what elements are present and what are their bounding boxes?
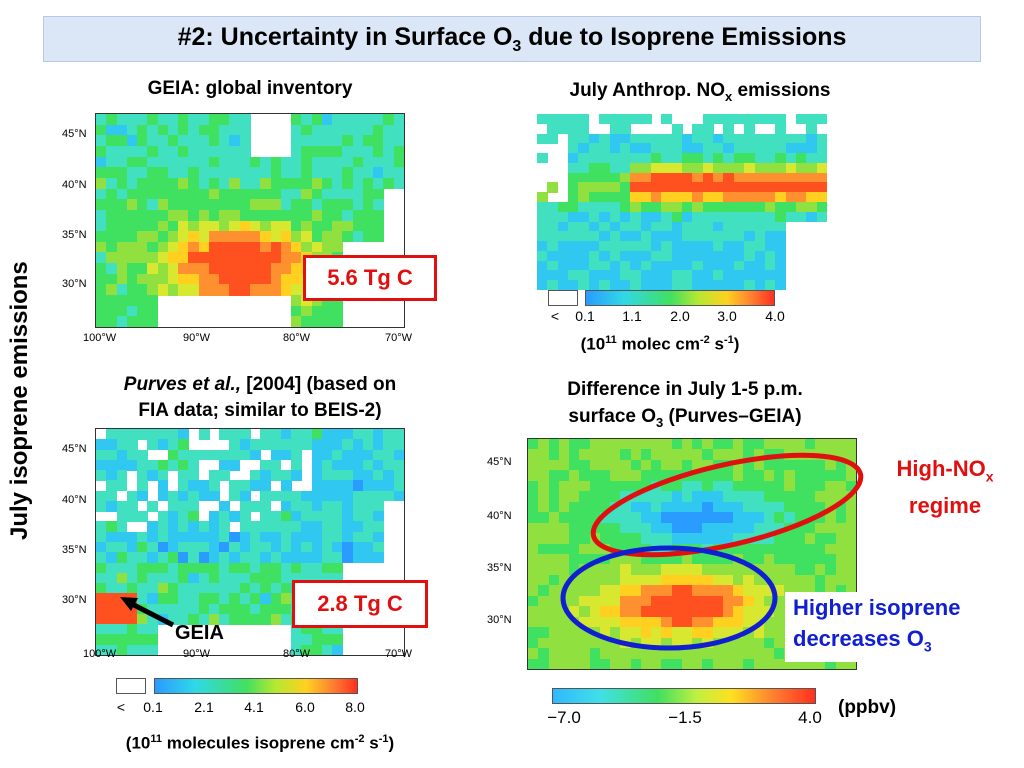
isoprene-cbar-blank [116, 678, 146, 694]
geia-lon-70: 70°W [385, 332, 413, 344]
geia-caption: GEIA: global inventory [147, 78, 353, 99]
isoprene-colorbar [154, 678, 358, 694]
geia-total-box: 5.6 Tg C [303, 255, 437, 301]
purves-lon-90: 90°W [183, 648, 211, 660]
diff-lat-35: 35°N [487, 562, 512, 574]
purves-lat-35: 35°N [62, 544, 87, 556]
higher-isoprene-label: Higher isoprene decreases O3 [785, 592, 1024, 663]
purves-caption: Purves et al., [2004] (based on FIA data… [123, 374, 397, 421]
higher-isoprene-ellipse [560, 545, 778, 651]
diff-tick-2: 4.0 [798, 708, 822, 727]
isoprene-cbar-ticks: < 0.1 2.1 4.1 6.0 8.0 [0, 699, 1024, 719]
diff-cbar-ticks: −7.0 −1.5 4.0 [0, 708, 1024, 730]
geia-lat-40: 40°N [62, 179, 87, 191]
isoprene-tick-1: 2.1 [194, 699, 214, 715]
nox-caption: July Anthrop. NOx emissions [569, 80, 831, 104]
nox-map [537, 114, 827, 290]
nox-tick-lt: < [550, 308, 560, 324]
geia-lat-35: 35°N [62, 229, 87, 241]
nox-tick-3: 3.0 [717, 308, 737, 324]
nox-cbar-ticks: < 0.1 1.1 2.0 3.0 4.0 [0, 308, 1024, 328]
isoprene-tick-3: 6.0 [295, 699, 315, 715]
nox-tick-1: 1.1 [622, 308, 642, 324]
geia-lon-90: 90°W [183, 332, 211, 344]
purves-lon-80: 80°W [283, 648, 311, 660]
isoprene-tick-2: 4.1 [244, 699, 264, 715]
isoprene-tick-0: 0.1 [143, 699, 163, 715]
nox-cbar-blank [548, 290, 578, 306]
purves-lat-40: 40°N [62, 494, 87, 506]
geia-lon-100: 100°W [83, 332, 117, 344]
geia-lon-80: 80°W [283, 332, 311, 344]
purves-lon-70: 70°W [385, 648, 413, 660]
nox-colorbar [585, 290, 775, 306]
diff-lat-45: 45°N [487, 456, 512, 468]
purves-lon-100: 100°W [83, 648, 117, 660]
nox-units: (1011 molec cm-2 s-1) [580, 334, 740, 354]
high-nox-label: High-NOx regime [896, 456, 994, 519]
purves-lat-30: 30°N [62, 594, 87, 606]
diff-tick-0: −7.0 [547, 708, 581, 727]
nox-tick-0: 0.1 [575, 308, 595, 324]
purves-caption-italic: Purves et al., [123, 374, 241, 395]
geia-arrow-label: GEIA [175, 622, 224, 644]
high-nox-ellipse [590, 452, 864, 558]
title-bar: #2: Uncertainty in Surface O3 due to Iso… [43, 16, 981, 62]
isoprene-units: (1011 molecules isoprene cm-2 s-1) [125, 733, 395, 753]
diff-lat-30: 30°N [487, 614, 512, 626]
diff-caption: Difference in July 1-5 p.m. surface O3 (… [567, 379, 803, 430]
geia-arrow [120, 597, 175, 628]
purves-map [95, 428, 405, 656]
nox-tick-2: 2.0 [670, 308, 690, 324]
diff-colorbar [552, 688, 816, 704]
diff-lat-40: 40°N [487, 510, 512, 522]
nox-tick-4: 4.0 [765, 308, 785, 324]
purves-lat-45: 45°N [62, 443, 87, 455]
diff-units: (ppbv) [838, 697, 897, 718]
diff-tick-1: −1.5 [668, 708, 702, 727]
purves-total-box: 2.8 Tg C [292, 580, 428, 628]
slide-title: #2: Uncertainty in Surface O3 due to Iso… [177, 22, 847, 55]
geia-lat-30: 30°N [62, 278, 87, 290]
isoprene-tick-lt: < [116, 699, 126, 715]
geia-map [95, 113, 405, 328]
isoprene-tick-4: 8.0 [345, 699, 365, 715]
geia-lat-45: 45°N [62, 128, 87, 140]
